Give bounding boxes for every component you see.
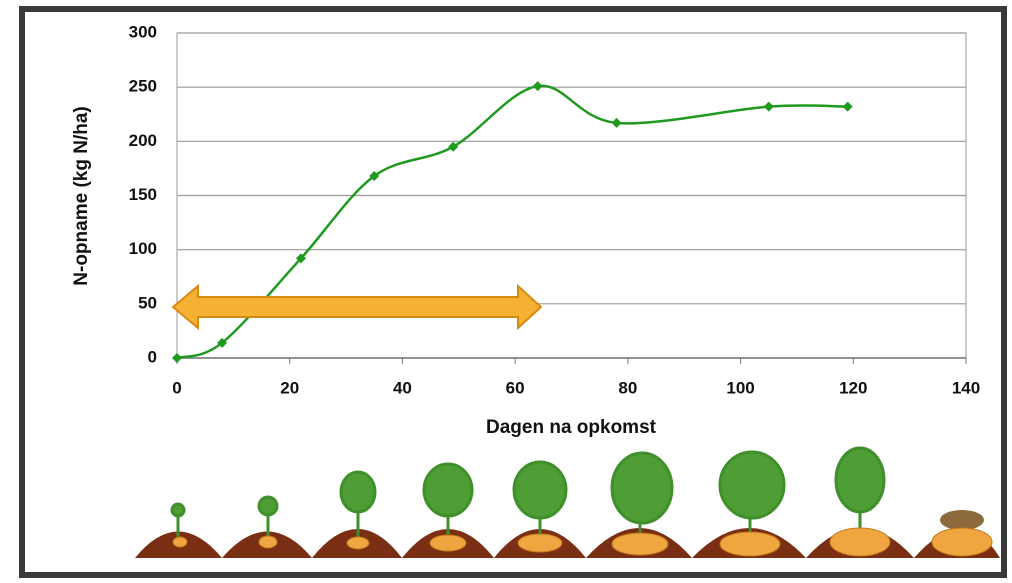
data-point <box>172 353 182 363</box>
x-tick-label: 20 <box>280 378 299 397</box>
x-tick-label: 80 <box>618 378 637 397</box>
tuber <box>931 527 993 557</box>
plant-leaves <box>718 450 786 520</box>
x-tick-label: 140 <box>952 378 980 397</box>
plant-leaves <box>512 460 568 520</box>
data-point <box>369 171 380 181</box>
data-point <box>763 101 774 112</box>
plant-leaves <box>170 502 186 518</box>
data-point <box>295 253 306 264</box>
frame <box>19 6 1007 578</box>
dead-haulm <box>940 510 984 530</box>
y-tick-label: 250 <box>129 77 157 96</box>
y-axis-title: N-opname (kg N/ha) <box>71 106 92 285</box>
tuber <box>517 533 563 553</box>
data-point <box>532 81 543 92</box>
x-axis-title: Dagen na opkomst <box>486 417 657 438</box>
y-tick-label: 150 <box>129 185 157 204</box>
growth-period-arrow <box>171 283 543 331</box>
plant-leaves <box>257 495 279 517</box>
tuber <box>429 534 467 552</box>
tuber <box>611 532 669 556</box>
y-tick-label: 0 <box>148 347 157 366</box>
plant-illustrations <box>135 446 1000 558</box>
y-tick-label: 300 <box>129 22 157 41</box>
plant-leaves <box>610 451 674 525</box>
y-tick-label: 100 <box>129 239 157 258</box>
plant-leaves <box>339 470 377 514</box>
plant-leaves <box>422 462 474 518</box>
x-tick-label: 40 <box>393 378 412 397</box>
soil-ridges <box>135 528 1000 558</box>
plot-area: 0 50 100 150 200 250 300 0 20 40 60 80 100 120 140 <box>129 22 981 397</box>
data-point <box>217 337 228 348</box>
y-tick-label: 200 <box>129 131 157 150</box>
x-tick-label: 0 <box>172 378 181 397</box>
plant-leaves <box>834 446 886 514</box>
x-tick-label: 120 <box>839 378 867 397</box>
tuber <box>258 535 278 549</box>
data-point <box>611 117 622 128</box>
tuber <box>719 531 781 557</box>
data-point <box>842 101 853 112</box>
y-tick-label: 50 <box>138 293 157 312</box>
data-point <box>448 141 459 152</box>
tuber <box>829 527 891 557</box>
x-tick-label: 60 <box>506 378 525 397</box>
x-tick-label: 100 <box>726 378 754 397</box>
tuber <box>172 536 188 548</box>
tuber <box>346 536 370 550</box>
